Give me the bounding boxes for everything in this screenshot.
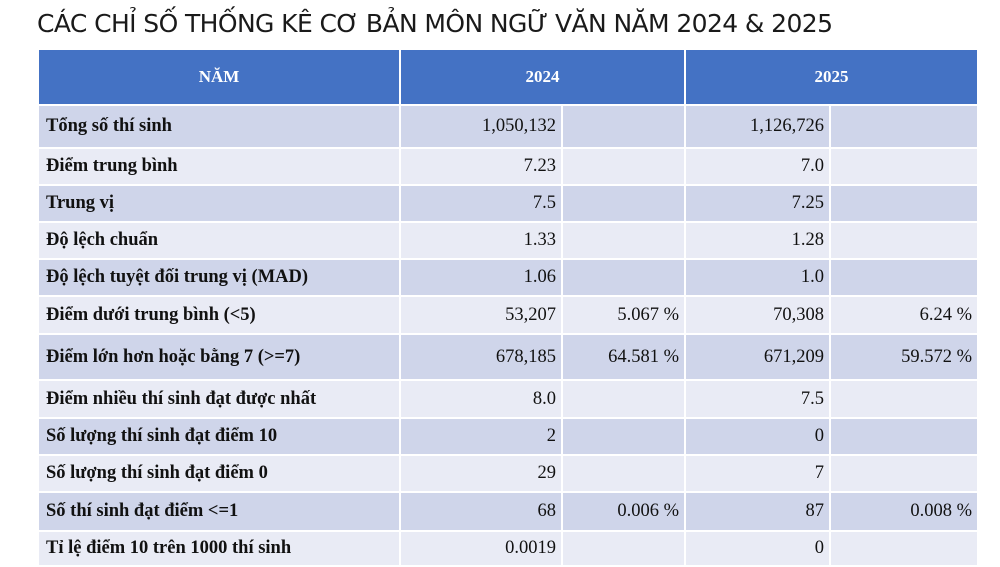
percent-2025: 6.24 % xyxy=(830,296,979,335)
percent-2024 xyxy=(562,418,686,456)
table-row: Số thí sinh đạt điểm <=1 68 0.006 % 87 0… xyxy=(39,492,979,532)
percent-2025 xyxy=(830,105,979,149)
value-2024: 678,185 xyxy=(400,334,563,381)
table-row: Số lượng thí sinh đạt điểm 0 29 7 xyxy=(39,455,979,493)
row-label: Độ lệch chuẩn xyxy=(39,222,401,260)
value-2025: 87 xyxy=(685,492,831,532)
row-label: Tỉ lệ điểm 10 trên 1000 thí sinh xyxy=(39,531,401,567)
statistics-table: NĂM 2024 2025 Tổng số thí sinh 1,050,132… xyxy=(39,50,979,567)
table-row: Tổng số thí sinh 1,050,132 1,126,726 xyxy=(39,105,979,149)
percent-2025 xyxy=(830,418,979,456)
value-2025: 671,209 xyxy=(685,334,831,381)
percent-2025 xyxy=(830,222,979,260)
percent-2024 xyxy=(562,259,686,297)
row-label: Số lượng thí sinh đạt điểm 10 xyxy=(39,418,401,456)
row-label: Điểm trung bình xyxy=(39,148,401,186)
value-2024: 7.23 xyxy=(400,148,563,186)
table-row: Độ lệch chuẩn 1.33 1.28 xyxy=(39,222,979,260)
header-2024: 2024 xyxy=(400,50,686,106)
percent-2025 xyxy=(830,455,979,493)
percent-2025 xyxy=(830,148,979,186)
table-header-row: NĂM 2024 2025 xyxy=(39,50,979,106)
percent-2024 xyxy=(562,105,686,149)
page-title: CÁC CHỈ SỐ THỐNG KÊ CƠ BẢN MÔN NGỮ VĂN N… xyxy=(37,9,833,38)
value-2025: 0 xyxy=(685,418,831,456)
value-2024: 7.5 xyxy=(400,185,563,223)
table-row: Điểm trung bình 7.23 7.0 xyxy=(39,148,979,186)
row-label: Độ lệch tuyệt đối trung vị (MAD) xyxy=(39,259,401,297)
table-row: Số lượng thí sinh đạt điểm 10 2 0 xyxy=(39,418,979,456)
value-2024: 8.0 xyxy=(400,380,563,419)
header-year-label: NĂM xyxy=(39,50,401,106)
row-label: Trung vị xyxy=(39,185,401,223)
value-2024: 53,207 xyxy=(400,296,563,335)
value-2025: 7.0 xyxy=(685,148,831,186)
percent-2024: 64.581 % xyxy=(562,334,686,381)
value-2024: 1.33 xyxy=(400,222,563,260)
percent-2025 xyxy=(830,380,979,419)
value-2024: 0.0019 xyxy=(400,531,563,567)
percent-2024 xyxy=(562,185,686,223)
value-2025: 7.25 xyxy=(685,185,831,223)
percent-2024: 5.067 % xyxy=(562,296,686,335)
percent-2025: 59.572 % xyxy=(830,334,979,381)
value-2025: 0 xyxy=(685,531,831,567)
value-2024: 68 xyxy=(400,492,563,532)
value-2024: 29 xyxy=(400,455,563,493)
percent-2025 xyxy=(830,185,979,223)
percent-2024 xyxy=(562,380,686,419)
row-label: Điểm nhiều thí sinh đạt được nhất xyxy=(39,380,401,419)
percent-2024 xyxy=(562,222,686,260)
value-2024: 1.06 xyxy=(400,259,563,297)
percent-2024 xyxy=(562,455,686,493)
value-2025: 7 xyxy=(685,455,831,493)
row-label: Điểm lớn hơn hoặc bằng 7 (>=7) xyxy=(39,334,401,381)
table-row: Trung vị 7.5 7.25 xyxy=(39,185,979,223)
value-2024: 1,050,132 xyxy=(400,105,563,149)
percent-2024 xyxy=(562,531,686,567)
table-row: Độ lệch tuyệt đối trung vị (MAD) 1.06 1.… xyxy=(39,259,979,297)
table-row: Điểm lớn hơn hoặc bằng 7 (>=7) 678,185 6… xyxy=(39,334,979,381)
row-label: Tổng số thí sinh xyxy=(39,105,401,149)
value-2025: 7.5 xyxy=(685,380,831,419)
row-label: Số thí sinh đạt điểm <=1 xyxy=(39,492,401,532)
table-row: Điểm dưới trung bình (<5) 53,207 5.067 %… xyxy=(39,296,979,335)
percent-2025 xyxy=(830,531,979,567)
row-label: Điểm dưới trung bình (<5) xyxy=(39,296,401,335)
percent-2024 xyxy=(562,148,686,186)
table-row: Tỉ lệ điểm 10 trên 1000 thí sinh 0.0019 … xyxy=(39,531,979,567)
value-2024: 2 xyxy=(400,418,563,456)
row-label: Số lượng thí sinh đạt điểm 0 xyxy=(39,455,401,493)
value-2025: 1.0 xyxy=(685,259,831,297)
percent-2025 xyxy=(830,259,979,297)
header-2025: 2025 xyxy=(685,50,979,106)
percent-2025: 0.008 % xyxy=(830,492,979,532)
value-2025: 1,126,726 xyxy=(685,105,831,149)
value-2025: 1.28 xyxy=(685,222,831,260)
percent-2024: 0.006 % xyxy=(562,492,686,532)
value-2025: 70,308 xyxy=(685,296,831,335)
table-row: Điểm nhiều thí sinh đạt được nhất 8.0 7.… xyxy=(39,380,979,419)
